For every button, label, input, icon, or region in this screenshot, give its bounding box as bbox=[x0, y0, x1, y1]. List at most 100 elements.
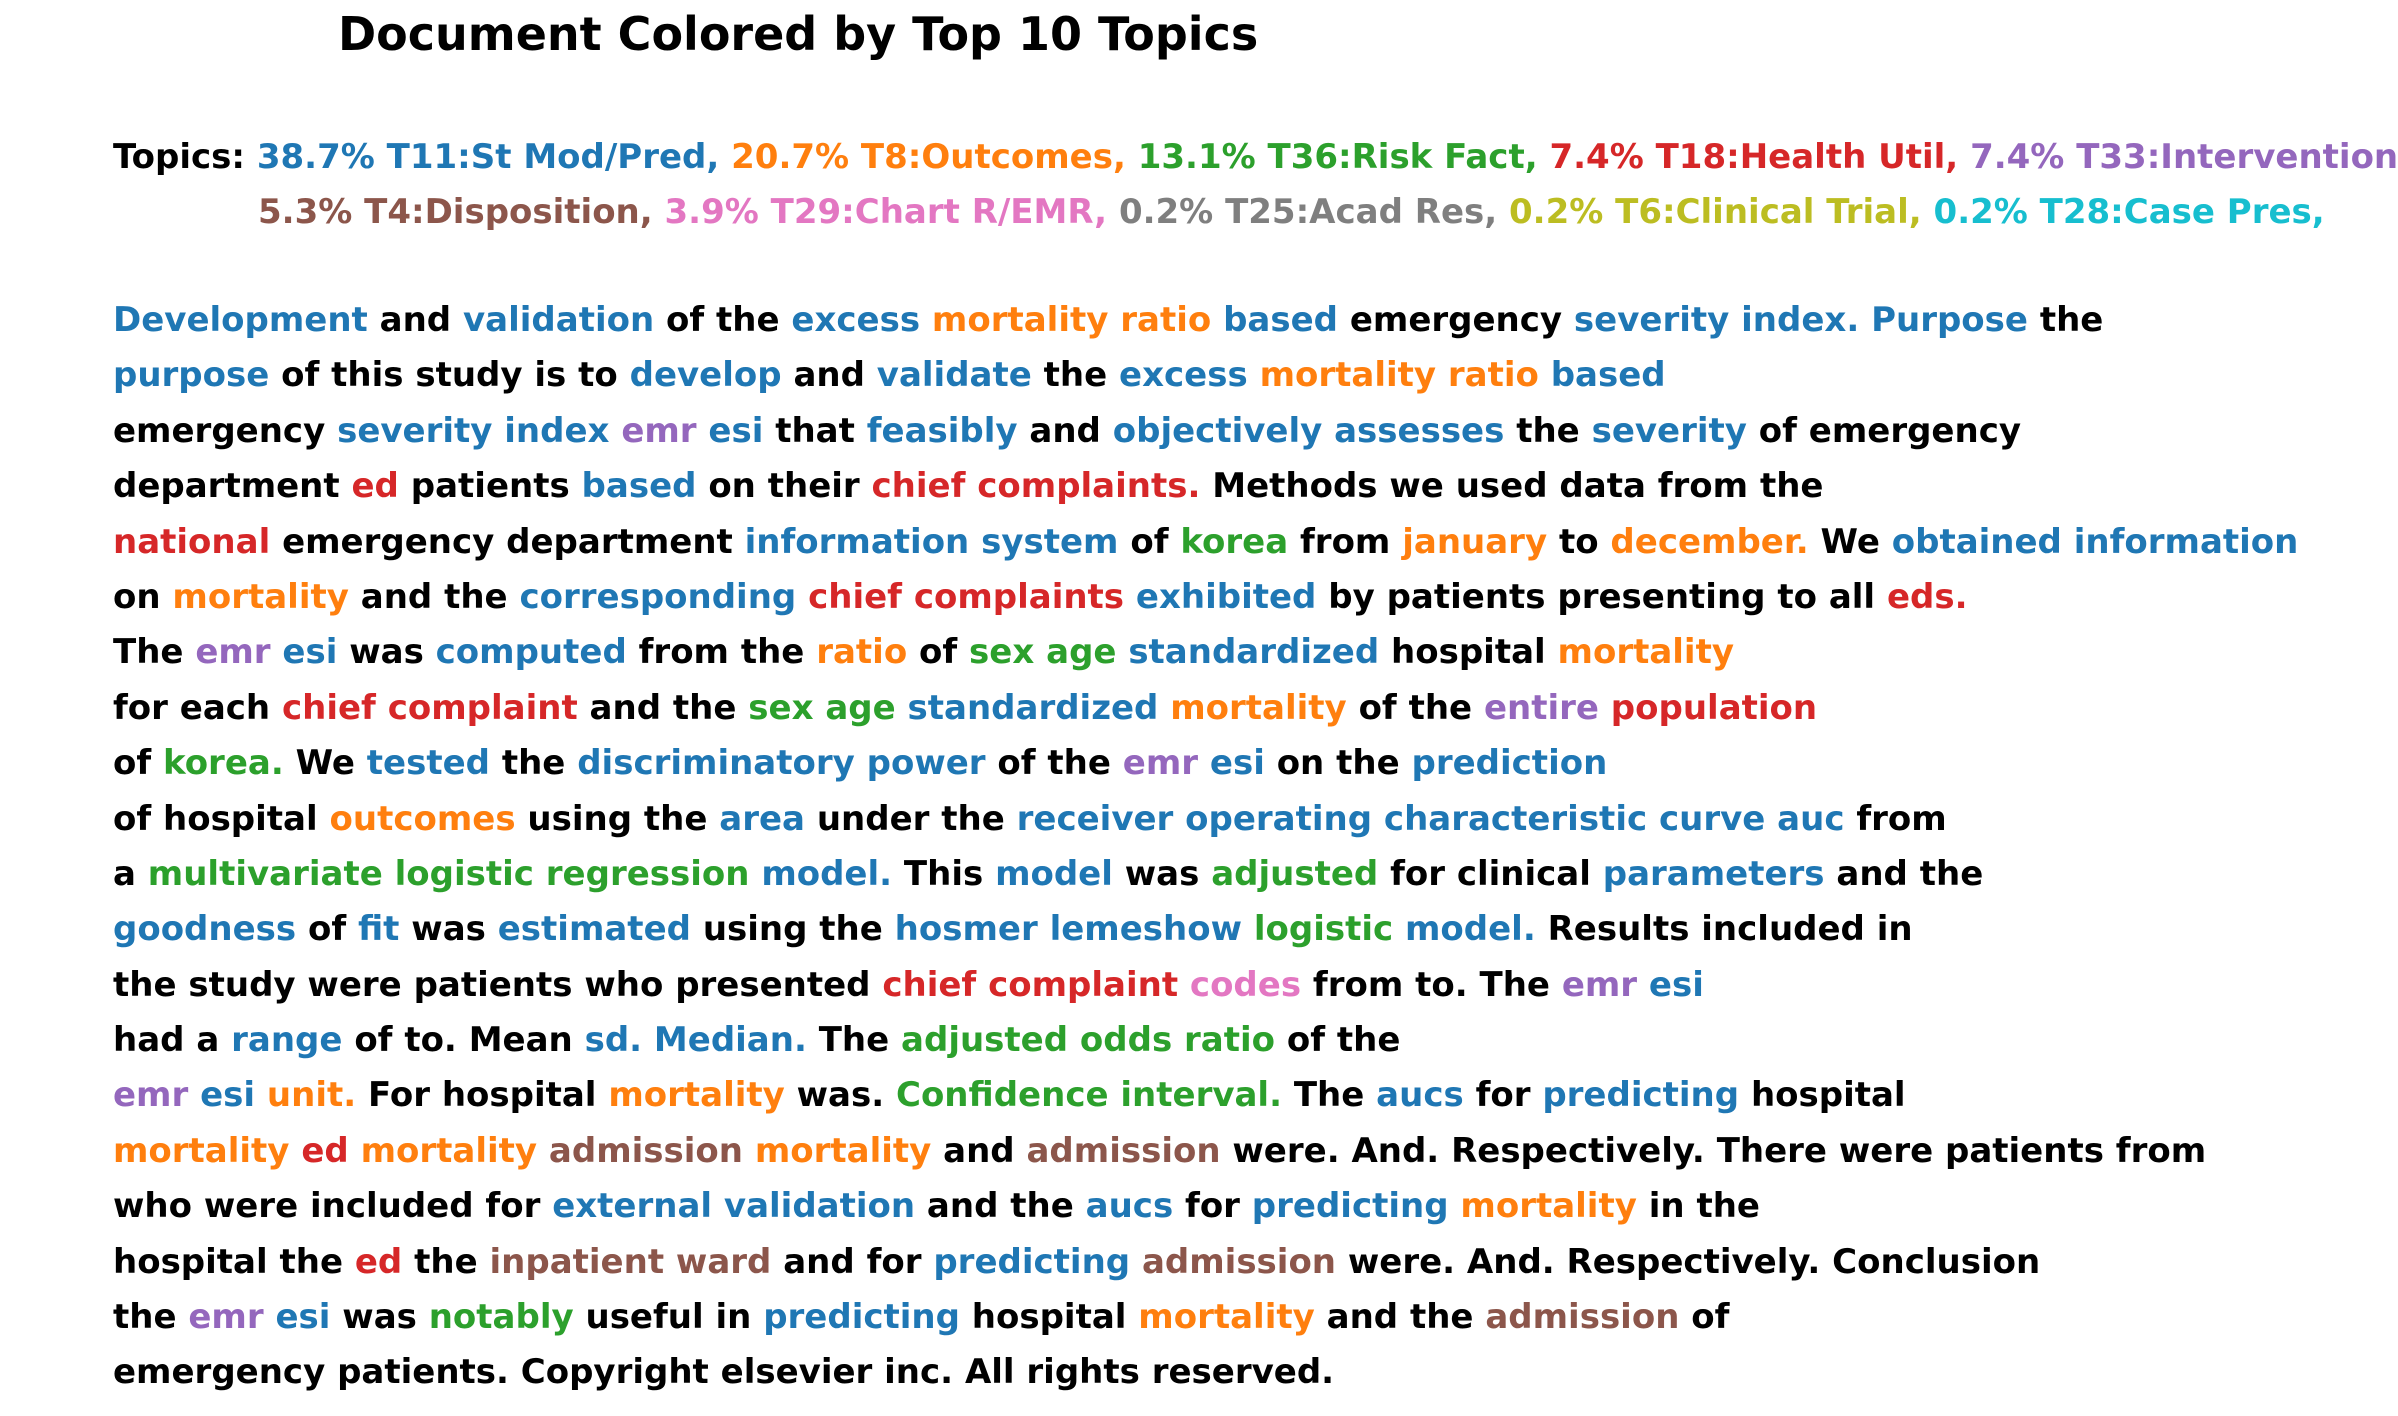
topic-word: population bbox=[1610, 687, 1818, 728]
document-line: of hospital outcomes using the area unde… bbox=[113, 792, 2398, 847]
word: useful bbox=[585, 1297, 704, 1338]
word: the bbox=[1696, 1186, 1760, 1227]
topic-legend-item: 0.2% T6:Clinical Trial, bbox=[1509, 192, 1934, 232]
word: the bbox=[1919, 853, 1984, 894]
word: hospital bbox=[971, 1297, 1127, 1338]
document-line: mortality ed mortality admission mortali… bbox=[113, 1124, 2398, 1179]
topic-word: regression bbox=[545, 853, 750, 894]
document-line: hospital the ed the inpatient ward and f… bbox=[113, 1235, 2398, 1290]
word: clinical bbox=[1456, 853, 1591, 894]
word: department bbox=[506, 521, 733, 562]
word: The bbox=[818, 1020, 890, 1061]
word: study bbox=[415, 355, 523, 396]
topic-word: ed bbox=[301, 1130, 349, 1171]
topic-word: december. bbox=[1610, 521, 1809, 562]
word: the bbox=[414, 1241, 478, 1282]
word: of bbox=[666, 300, 705, 340]
topic-word: index bbox=[504, 410, 610, 451]
word: emergency bbox=[113, 410, 326, 451]
topic-legend-item: 7.4% T18:Health Util, bbox=[1549, 137, 1971, 177]
word: of bbox=[1358, 687, 1397, 728]
word: emergency bbox=[1349, 300, 1563, 340]
word: for bbox=[113, 687, 168, 728]
document-line: purpose of this study is to develop and … bbox=[113, 348, 2398, 403]
word: a bbox=[113, 853, 136, 894]
word: the bbox=[501, 743, 566, 784]
word: We bbox=[295, 743, 355, 784]
topic-word: feasibly bbox=[866, 410, 1018, 451]
word: was bbox=[349, 632, 424, 673]
word: The bbox=[113, 632, 184, 673]
word: in bbox=[715, 1297, 752, 1338]
topic-word: system bbox=[981, 521, 1119, 562]
document-line: emergency patients. Copyright elsevier i… bbox=[113, 1345, 2398, 1400]
word: of bbox=[307, 909, 347, 950]
word: hospital bbox=[1391, 632, 1546, 673]
word: patients bbox=[1944, 1130, 2104, 1171]
word: this bbox=[331, 355, 404, 396]
topic-word: admission bbox=[1141, 1241, 1337, 1282]
word: And. bbox=[1351, 1130, 1440, 1171]
word: the bbox=[740, 632, 805, 673]
word: in bbox=[1648, 1186, 1685, 1227]
topic-word: mortality bbox=[172, 576, 349, 617]
topic-word: unit. bbox=[266, 1075, 357, 1116]
topic-word: severity bbox=[1591, 410, 1747, 451]
word: All bbox=[964, 1352, 1015, 1393]
word: the bbox=[716, 300, 780, 340]
topic-word: parameters bbox=[1602, 853, 1825, 894]
word: for bbox=[866, 1241, 922, 1282]
word: the bbox=[941, 798, 1005, 839]
word: reserved. bbox=[1151, 1352, 1335, 1393]
word: from bbox=[2115, 1130, 2207, 1171]
word: Methods bbox=[1212, 466, 1378, 507]
word: Copyright bbox=[520, 1352, 709, 1393]
word: were bbox=[203, 1186, 299, 1227]
word: and bbox=[1326, 1297, 1399, 1338]
topic-word: model. bbox=[1405, 909, 1536, 950]
topic-word: esi bbox=[708, 410, 764, 451]
word: the bbox=[1409, 1297, 1474, 1338]
word: department bbox=[113, 466, 340, 507]
word: the bbox=[1010, 1186, 1074, 1227]
topic-word: tested bbox=[366, 743, 490, 784]
topic-word: receiver bbox=[1016, 798, 1174, 839]
word: This bbox=[903, 853, 984, 894]
word: used bbox=[1455, 466, 1548, 507]
topic-word: adjusted bbox=[901, 1020, 1069, 1061]
word: from bbox=[1300, 521, 1391, 562]
topic-word: standardized bbox=[907, 687, 1159, 728]
word: data bbox=[1559, 466, 1646, 507]
word: hospital bbox=[113, 1241, 268, 1282]
word: all bbox=[1828, 576, 1876, 617]
word: of bbox=[113, 743, 152, 784]
topic-word: excess bbox=[791, 300, 921, 340]
word: were bbox=[1838, 1130, 1934, 1171]
topic-word: mortality bbox=[113, 1130, 290, 1171]
word: for bbox=[1475, 1075, 1531, 1116]
word: and bbox=[1836, 853, 1908, 894]
topic-word: complaints. bbox=[977, 466, 1201, 507]
document-line: department ed patients based on their ch… bbox=[113, 459, 2398, 514]
word: presenting bbox=[1557, 576, 1766, 617]
topic-word: area bbox=[719, 798, 805, 839]
topic-word: complaints bbox=[913, 576, 1125, 617]
word: Results bbox=[1547, 909, 1690, 950]
word: There bbox=[1716, 1130, 1827, 1171]
topic-word: aucs bbox=[1376, 1075, 1464, 1116]
word: elsevier bbox=[720, 1352, 873, 1393]
word: patients. bbox=[337, 1352, 509, 1393]
word: who bbox=[584, 964, 664, 1005]
topic-word: corresponding bbox=[519, 576, 797, 617]
word: and bbox=[943, 1130, 1015, 1171]
topic-word: severity bbox=[337, 410, 493, 451]
topic-word: ratio bbox=[1120, 300, 1212, 340]
topic-word: ratio bbox=[1184, 1020, 1276, 1061]
word: that bbox=[775, 410, 855, 451]
word: the bbox=[819, 909, 883, 950]
topic-word: information bbox=[2073, 521, 2299, 562]
word: was bbox=[411, 909, 486, 950]
topic-word: chief bbox=[871, 466, 966, 507]
topic-word: range bbox=[231, 1020, 343, 1061]
topic-word: validate bbox=[876, 355, 1032, 396]
